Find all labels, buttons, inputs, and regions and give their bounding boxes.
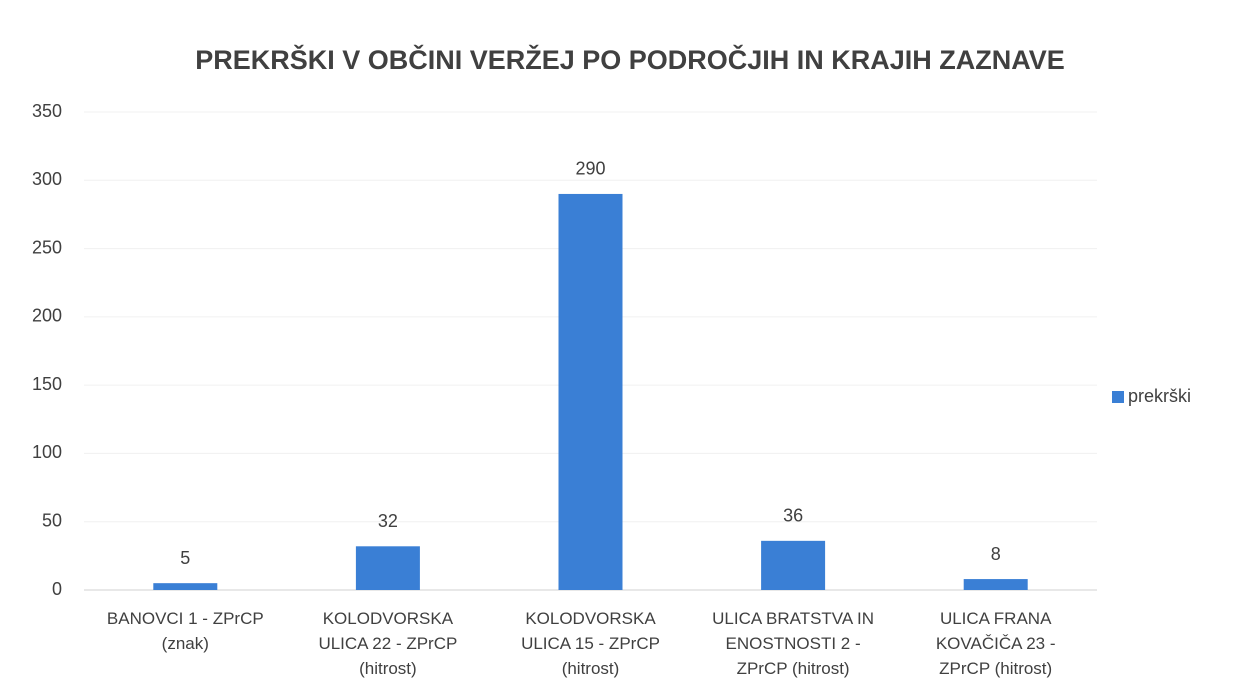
bar [355, 546, 420, 590]
legend-label: prekrški [1128, 386, 1191, 406]
y-tick-label: 0 [52, 579, 62, 599]
data-label: 8 [991, 544, 1001, 564]
data-label: 32 [378, 511, 398, 531]
y-tick-label: 300 [32, 169, 62, 189]
x-tick-label: KOLODVORSKA ULICA 22 - ZPrCP (hitrost) [318, 609, 458, 678]
data-label: 36 [783, 506, 803, 526]
y-tick-label: 150 [32, 374, 62, 394]
y-tick-label: 250 [32, 237, 62, 257]
x-tick-label: ULICA BRATSTVA IN ENOSTNOSTI 2 - ZPrCP (… [712, 609, 875, 678]
bar [761, 540, 826, 590]
y-tick-label: 200 [32, 306, 62, 326]
x-tick-label: BANOVCI 1 - ZPrCP (znak) [106, 609, 264, 653]
bar [963, 579, 1028, 590]
y-tick-label: 350 [32, 101, 62, 121]
legend-swatch [1112, 391, 1124, 403]
data-label: 5 [180, 548, 190, 568]
y-tick-label: 100 [32, 442, 62, 462]
data-label: 290 [575, 159, 605, 179]
bar [558, 193, 623, 590]
chart-title: PREKRŠKI V OBČINI VERŽEJ PO PODROČJIH IN… [195, 44, 1065, 75]
x-tick-label: ULICA FRANA KOVAČIČA 23 - ZPrCP (hitrost… [935, 609, 1056, 678]
bar [153, 583, 218, 590]
y-tick-label: 50 [42, 510, 62, 530]
x-tick-label: KOLODVORSKA ULICA 15 - ZPrCP (hitrost) [521, 609, 660, 678]
